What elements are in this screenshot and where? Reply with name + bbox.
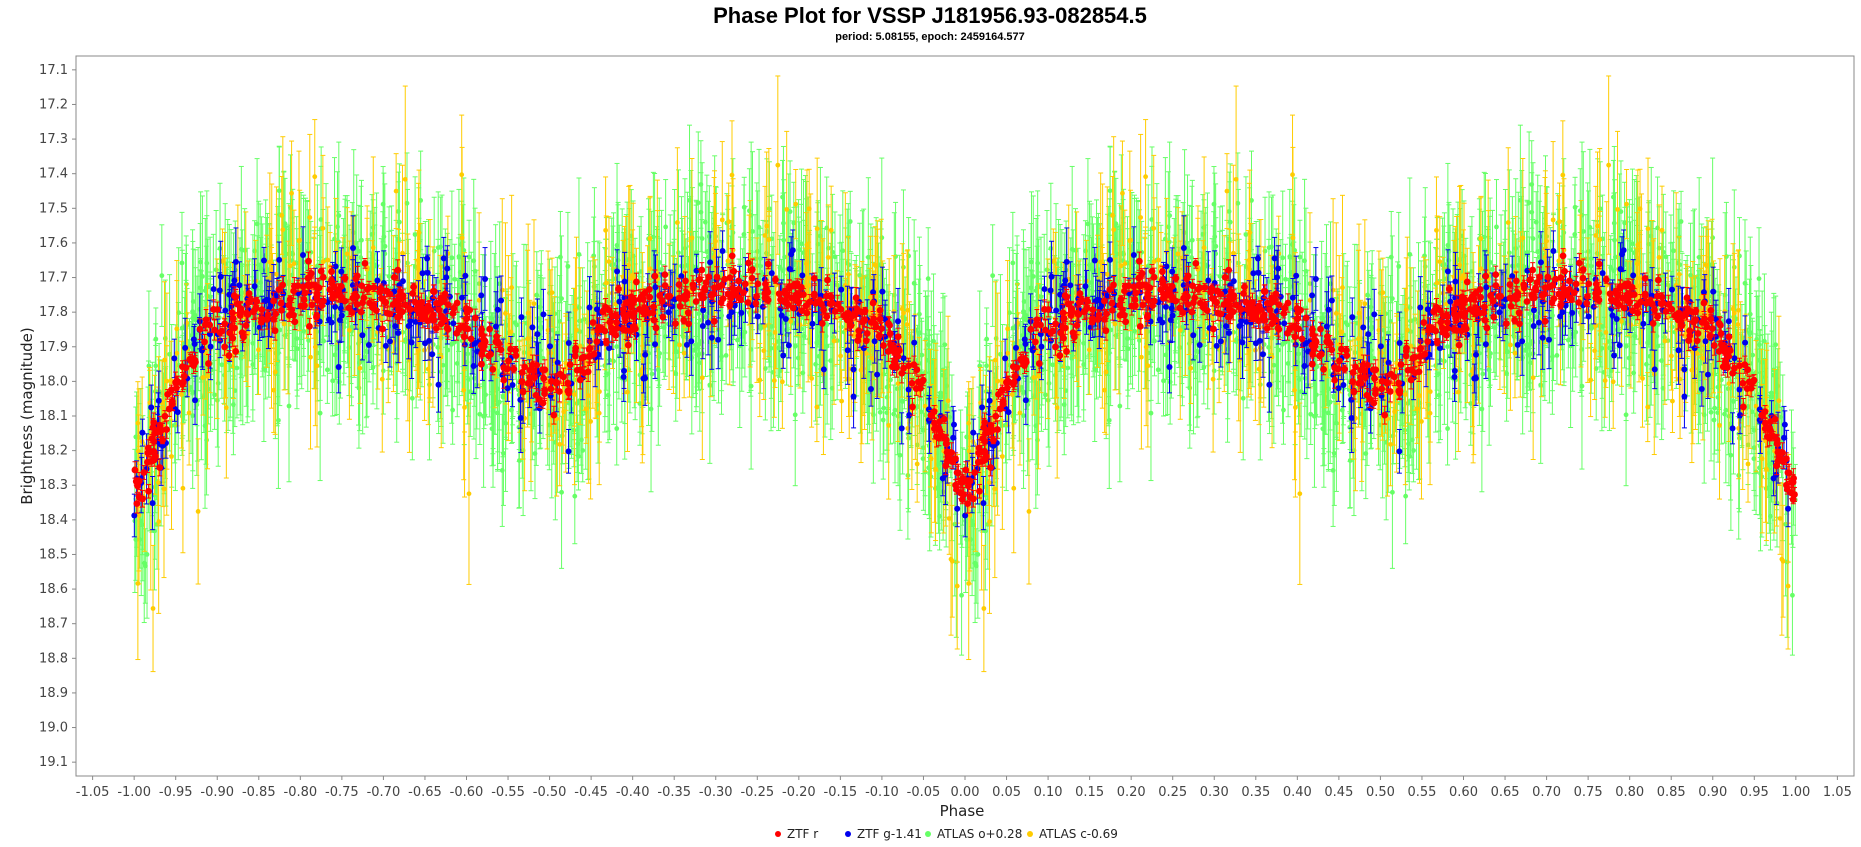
data-point — [306, 338, 311, 343]
data-series-layer — [131, 75, 1798, 673]
data-point — [880, 417, 886, 423]
data-point — [1281, 407, 1286, 413]
data-point — [1148, 410, 1154, 416]
data-point — [1696, 254, 1702, 260]
data-point — [1195, 349, 1201, 355]
data-point — [735, 337, 740, 343]
data-point — [1494, 224, 1499, 230]
data-point — [314, 263, 320, 269]
data-point — [792, 412, 798, 418]
data-point — [865, 254, 871, 260]
data-point — [892, 407, 898, 413]
data-point — [1737, 435, 1742, 441]
data-point — [252, 248, 257, 254]
data-point — [1280, 255, 1286, 261]
data-point — [450, 407, 456, 413]
data-point — [663, 224, 669, 230]
data-point — [1783, 521, 1789, 527]
data-point — [750, 229, 755, 234]
data-point — [1240, 395, 1246, 401]
data-point — [572, 493, 578, 499]
data-point — [659, 267, 665, 272]
data-point — [767, 206, 772, 212]
data-point — [884, 410, 890, 416]
data-point — [611, 358, 616, 364]
data-point — [1504, 371, 1510, 376]
data-point — [1117, 403, 1123, 409]
data-point — [435, 344, 441, 350]
data-point — [364, 349, 370, 355]
data-point — [317, 410, 323, 416]
data-point — [1587, 224, 1593, 230]
chart-subtitle: period: 5.08155, epoch: 2459164.577 — [835, 31, 1025, 43]
data-point — [1723, 407, 1729, 413]
data-point — [1554, 352, 1560, 358]
data-point — [571, 427, 577, 433]
data-point — [1708, 409, 1714, 415]
data-point — [1137, 338, 1142, 343]
data-point — [723, 352, 729, 358]
data-point — [1548, 332, 1554, 337]
chart-title: Phase Plot for VSSP J181956.93-082854.5 — [713, 3, 1147, 28]
data-point — [409, 395, 415, 401]
data-point — [717, 332, 723, 337]
data-point — [1441, 358, 1447, 364]
data-point — [952, 521, 958, 527]
data-point — [1363, 451, 1369, 456]
data-point — [706, 234, 712, 239]
data-point — [1083, 248, 1088, 254]
data-point — [532, 451, 538, 456]
data-point — [614, 426, 620, 431]
plot-area — [75, 55, 1855, 777]
data-point — [1490, 267, 1495, 272]
data-point — [449, 255, 455, 261]
data-point — [756, 224, 762, 230]
data-point — [1711, 417, 1717, 423]
data-point — [286, 403, 292, 409]
data-point — [1580, 229, 1586, 234]
data-point — [1623, 412, 1629, 418]
data-point — [1145, 263, 1151, 269]
data-point — [1565, 337, 1571, 343]
data-point — [1266, 344, 1272, 350]
data-point — [1597, 206, 1603, 212]
data-point — [559, 489, 564, 495]
data-point — [1403, 493, 1409, 499]
data-point — [877, 409, 883, 415]
data-point — [1715, 410, 1721, 416]
data-point — [673, 371, 679, 376]
data-point — [499, 468, 505, 473]
data-point — [1402, 427, 1408, 433]
data-point — [906, 435, 911, 441]
data-point — [1445, 426, 1450, 431]
data-point — [1537, 234, 1543, 239]
data-point — [1390, 489, 1395, 495]
data-point — [1330, 468, 1336, 473]
